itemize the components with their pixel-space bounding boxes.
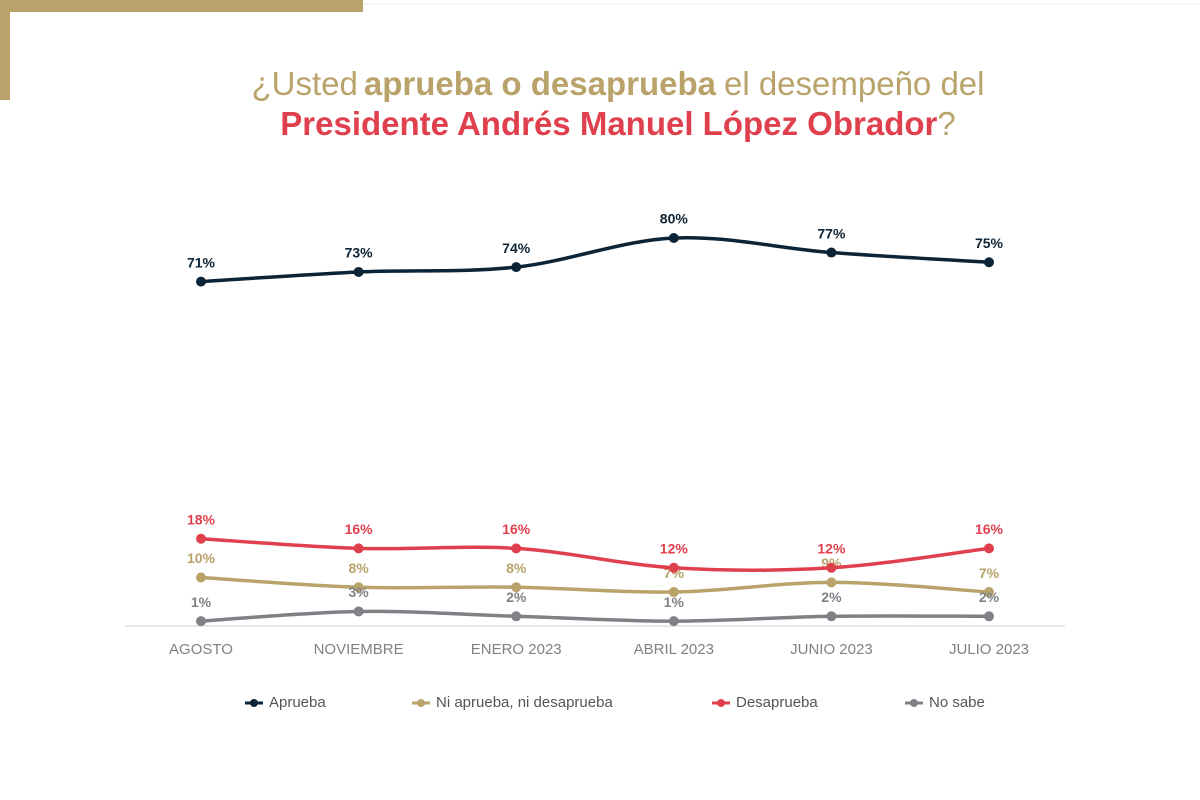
legend-label: Desaprueba — [736, 694, 818, 711]
title-part: el desempeño del — [724, 65, 985, 102]
data-point — [984, 611, 994, 622]
data-point — [511, 611, 522, 622]
data-label: 2% — [979, 589, 1000, 605]
data-label: 3% — [348, 584, 369, 600]
legend-marker — [717, 699, 725, 707]
data-label: 77% — [817, 225, 846, 241]
data-label: 8% — [506, 560, 527, 576]
data-point — [668, 562, 679, 573]
title-part: ? — [937, 105, 955, 142]
data-point — [196, 616, 206, 627]
data-label: 16% — [975, 521, 1004, 537]
data-point — [511, 543, 522, 554]
data-point — [196, 533, 206, 544]
data-label: 8% — [348, 560, 369, 576]
data-label: 1% — [191, 594, 212, 610]
legend-label: Aprueba — [269, 694, 326, 711]
x-tick-label: ABRIL 2023 — [634, 641, 714, 658]
title-part: Presidente Andrés Manuel López Obrador — [280, 105, 937, 142]
data-point — [984, 587, 994, 598]
data-point — [511, 582, 522, 593]
decor-bar — [0, 0, 10, 100]
data-label: 74% — [502, 240, 531, 256]
data-point — [826, 611, 837, 622]
legend-marker — [250, 699, 258, 707]
chart-title: Presidente Andrés Manuel López Obrador? — [280, 105, 955, 142]
x-tick-label: JULIO 2023 — [949, 641, 1029, 658]
data-point — [511, 262, 522, 273]
data-point — [353, 606, 364, 617]
legend-marker — [910, 699, 918, 707]
data-point — [668, 616, 679, 627]
data-point — [826, 562, 837, 573]
data-point — [196, 572, 206, 583]
decor-bar — [0, 0, 363, 12]
legend-marker — [417, 699, 425, 707]
data-label: 12% — [660, 541, 689, 557]
series-line — [200, 235, 990, 284]
series-line — [200, 536, 990, 572]
data-label: 1% — [664, 594, 685, 610]
data-label: 73% — [345, 245, 374, 261]
data-point — [353, 266, 364, 277]
data-point — [984, 257, 994, 268]
data-point — [826, 247, 837, 258]
legend-label: Ni aprueba, ni desaprueba — [436, 694, 613, 711]
x-tick-label: NOVIEMBRE — [314, 641, 404, 658]
data-point — [668, 587, 679, 598]
data-point — [984, 543, 994, 554]
data-label: 2% — [821, 589, 842, 605]
data-label: 16% — [502, 521, 531, 537]
data-point — [826, 577, 837, 588]
x-tick-label: ENERO 2023 — [471, 641, 562, 658]
data-point — [196, 276, 206, 287]
data-label: 12% — [817, 541, 846, 557]
legend-label: No sabe — [929, 694, 985, 711]
x-tick-label: JUNIO 2023 — [790, 641, 873, 658]
data-point — [668, 233, 679, 243]
data-label: 16% — [345, 521, 374, 537]
data-label: 7% — [979, 565, 1000, 581]
chart-title: ¿Usted aprueba o desaprueba el desempeño d… — [251, 65, 984, 102]
series-line — [200, 575, 990, 594]
data-label: 80% — [660, 211, 689, 227]
series-line — [200, 609, 990, 623]
title-part: aprueba o desaprueba — [364, 65, 717, 102]
data-label: 75% — [975, 235, 1004, 251]
data-label: 18% — [187, 511, 216, 527]
x-tick-label: AGOSTO — [169, 641, 233, 658]
data-label: 71% — [187, 254, 216, 270]
data-point — [353, 543, 364, 554]
data-label: 2% — [506, 589, 527, 605]
title-part: ¿Usted — [251, 65, 357, 102]
data-label: 10% — [187, 550, 216, 566]
data-point — [353, 582, 364, 593]
